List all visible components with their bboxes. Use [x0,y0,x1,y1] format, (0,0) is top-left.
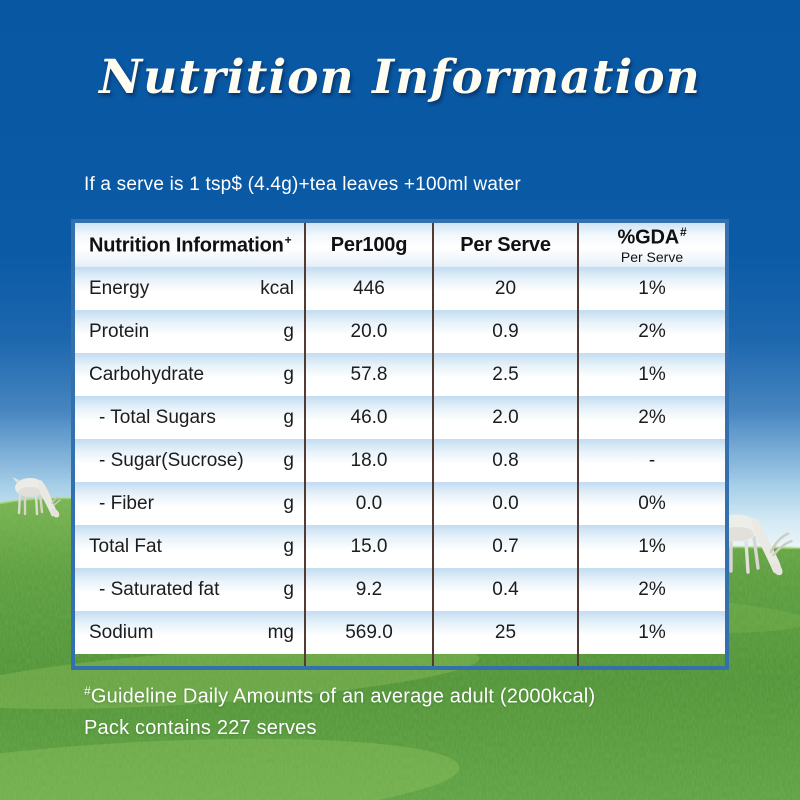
per-serve-value: 0.0 [432,482,577,525]
nutrition-table: Nutrition Information+ Per100g Per Serve… [71,219,729,670]
nutrient-label: - Fiber [99,492,154,514]
nutrient-cell: - Fiber g [75,482,304,525]
per-100g-value: 569.0 [304,611,432,654]
footnote-serves: Pack contains 227 serves [84,716,317,739]
per-serve-value: 0.9 [432,310,577,353]
nutrient-label: - Total Sugars [99,406,216,428]
nutrient-label: Energy [89,277,150,299]
page-title: Nutrition Information [99,50,701,105]
footnote-marker-hash: # [679,224,687,239]
per-serve-value: 0.4 [432,568,577,611]
per-serve-value: 0.7 [432,525,577,568]
gda-value: 2% [577,310,725,353]
nutrient-label: Sodium [89,621,154,643]
nutrient-label: - Sugar(Sucrose) [99,449,244,471]
table-header: Nutrition Information+ Per100g Per Serve… [75,223,725,267]
footnotes: #Guideline Daily Amounts of an average a… [84,676,744,744]
nutrient-unit: mg [267,621,294,643]
table-bottom-strip [75,654,725,666]
table-row: Carbohydrate g 57.8 2.5 1% [75,353,725,396]
gda-value: - [577,439,725,482]
table-row: Energy kcal 446 20 1% [75,267,725,310]
nutrient-unit: g [283,363,294,385]
per-100g-value: 20.0 [304,310,432,353]
gda-value: 1% [577,525,725,568]
per-100g-value: 15.0 [304,525,432,568]
per-serve-value: 0.8 [432,439,577,482]
header-nutrition-information: Nutrition Information+ [89,232,292,257]
nutrient-unit: g [283,578,294,600]
nutrient-unit: g [283,492,294,514]
gda-value: 2% [577,396,725,439]
per-100g-value: 9.2 [304,568,432,611]
table-row: Total Fat g 15.0 0.7 1% [75,525,725,568]
per-100g-value: 18.0 [304,439,432,482]
header-gda-per-serve: %GDA# Per Serve [577,223,725,267]
nutrient-cell: - Sugar(Sucrose) g [75,439,304,482]
nutrient-unit: g [283,535,294,557]
nutrient-cell: - Total Sugars g [75,396,304,439]
nutrient-unit: g [283,406,294,428]
header-per-serve: Per Serve [432,223,577,267]
gda-value: 2% [577,568,725,611]
table-row: - Fiber g 0.0 0.0 0% [75,482,725,525]
nutrient-label: - Saturated fat [99,578,220,600]
per-serve-value: 20 [432,267,577,310]
table-row: - Saturated fat g 9.2 0.4 2% [75,568,725,611]
per-100g-value: 446 [304,267,432,310]
serving-size-note: If a serve is 1 tsp$ (4.4g)+tea leaves +… [84,174,521,195]
gda-value: 1% [577,353,725,396]
table-row: - Total Sugars g 46.0 2.0 2% [75,396,725,439]
nutrient-cell: Energy kcal [75,267,304,310]
nutrient-unit: kcal [260,277,294,299]
nutrient-cell: Carbohydrate g [75,353,304,396]
nutrient-label: Total Fat [89,535,162,557]
nutrient-cell: Sodium mg [75,611,304,654]
per-100g-value: 0.0 [304,482,432,525]
nutrient-cell: Protein g [75,310,304,353]
nutrient-cell: Total Fat g [75,525,304,568]
table-row: - Sugar(Sucrose) g 18.0 0.8- [75,439,725,482]
nutrient-unit: g [283,320,294,342]
per-serve-value: 25 [432,611,577,654]
grazing-goat-icon [12,477,61,518]
nutrient-cell: - Saturated fat g [75,568,304,611]
gda-value: 1% [577,611,725,654]
nutrient-unit: g [283,449,294,471]
gda-value: 0% [577,482,725,525]
per-serve-value: 2.0 [432,396,577,439]
gda-value: 1% [577,267,725,310]
per-serve-value: 2.5 [432,353,577,396]
per-100g-value: 57.8 [304,353,432,396]
nutrient-label: Carbohydrate [89,363,205,385]
per-100g-value: 46.0 [304,396,432,439]
nutrient-label: Protein [89,320,150,342]
footnote-marker-plus: + [284,232,292,247]
footnote-gda: #Guideline Daily Amounts of an average a… [84,684,596,708]
table-rows: Energy kcal 446 20 1% Protein g 20.0 0.9 2% Carboh… [75,267,725,654]
table-row: Sodium mg 569.0 25 1% [75,611,725,654]
header-per-100g: Per100g [304,223,432,267]
table-row: Protein g 20.0 0.9 2% [75,310,725,353]
